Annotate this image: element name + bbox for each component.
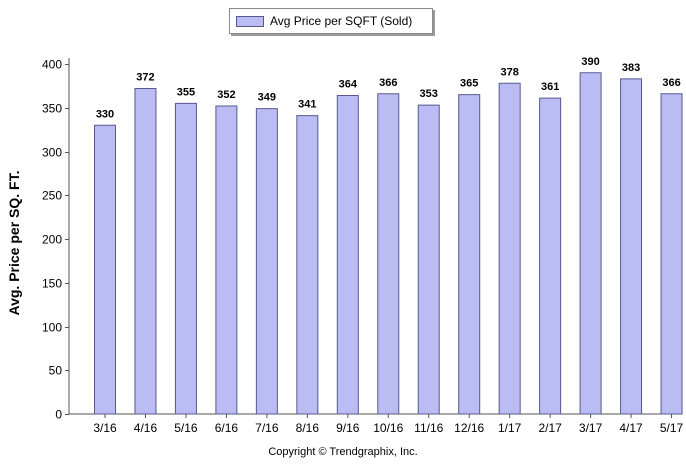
copyright-footer: Copyright © Trendgraphix, Inc. xyxy=(268,446,418,458)
x-tick-label: 2/17 xyxy=(538,421,562,435)
bar-value-label: 372 xyxy=(136,72,154,84)
x-tick-label: 5/17 xyxy=(660,421,684,435)
y-tick-label: 0 xyxy=(55,408,62,422)
bar xyxy=(458,94,481,415)
bar-value-label: 365 xyxy=(460,78,478,90)
bar-value-label: 349 xyxy=(258,92,276,104)
legend-label: Avg Price per SQFT (Sold) xyxy=(270,14,413,28)
y-tick-label: 300 xyxy=(42,146,62,160)
bar-value-label: 355 xyxy=(177,86,195,98)
x-tick-label: 9/16 xyxy=(336,421,360,435)
x-tick-label: 4/17 xyxy=(619,421,643,435)
y-tick-label: 200 xyxy=(42,233,62,247)
bar-value-label: 341 xyxy=(298,99,316,111)
bar xyxy=(660,93,683,415)
x-tick-label: 5/16 xyxy=(174,421,198,435)
y-tick-label: 250 xyxy=(42,189,62,203)
bar-value-label: 378 xyxy=(500,66,518,78)
x-tick-label: 8/16 xyxy=(296,421,320,435)
x-tick-label: 11/16 xyxy=(414,421,443,435)
bar xyxy=(94,124,116,415)
bar-value-label: 353 xyxy=(420,88,438,100)
bar-value-label: 383 xyxy=(622,62,640,74)
x-tick-label: 4/16 xyxy=(134,421,158,435)
bar-value-label: 352 xyxy=(217,89,235,101)
bar xyxy=(134,88,157,415)
y-tick-label: 100 xyxy=(42,321,62,335)
legend: Avg Price per SQFT (Sold) xyxy=(229,8,433,34)
y-tick-label: 150 xyxy=(42,277,62,291)
bar xyxy=(417,104,440,415)
bar xyxy=(579,72,602,415)
x-tick-label: 7/16 xyxy=(255,421,279,435)
bar xyxy=(377,93,400,415)
bar xyxy=(215,105,238,415)
bar-value-label: 364 xyxy=(339,79,358,91)
x-tick-label: 3/17 xyxy=(579,421,603,435)
bar xyxy=(296,115,319,415)
bar-value-label: 366 xyxy=(662,77,680,89)
bar-value-label: 361 xyxy=(541,81,559,93)
x-tick-label: 12/16 xyxy=(454,421,484,435)
bar-value-label: 330 xyxy=(96,108,114,120)
x-tick-label: 6/16 xyxy=(215,421,239,435)
y-tick-label: 50 xyxy=(49,364,63,378)
x-tick-label: 1/17 xyxy=(498,421,522,435)
bar-value-label: 366 xyxy=(379,77,397,89)
x-tick-label: 10/16 xyxy=(373,421,403,435)
legend-swatch xyxy=(236,16,264,27)
bar xyxy=(336,95,359,415)
bar xyxy=(539,97,562,415)
x-tick-label: 3/16 xyxy=(93,421,117,435)
bar-value-label: 390 xyxy=(581,56,599,68)
bar xyxy=(174,102,197,415)
y-tick-label: 400 xyxy=(42,58,62,72)
bar xyxy=(498,82,521,415)
bar xyxy=(620,78,643,415)
bar xyxy=(255,108,278,415)
y-tick-label: 350 xyxy=(42,102,62,116)
